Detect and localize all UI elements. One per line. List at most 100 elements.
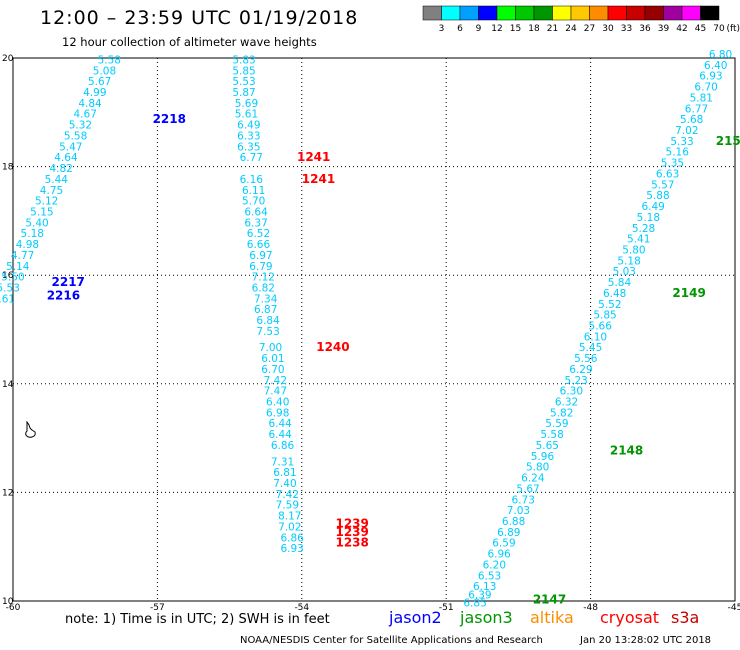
satellite-legend-jason3: jason3 xyxy=(460,608,513,627)
swh-value-label: 5.61 xyxy=(235,109,258,121)
swh-value-label: 5.82 xyxy=(550,407,573,419)
swh-value-label: 5.12 xyxy=(35,196,58,208)
swh-value-label: 6.77 xyxy=(685,103,708,115)
swh-value-label: 7.47 xyxy=(264,386,287,398)
swh-value-label: 6.70 xyxy=(694,82,717,94)
swh-value-label: 7.03 xyxy=(507,505,530,517)
swh-value-label: 7.59 xyxy=(276,500,299,512)
swh-value-label: 7.42 xyxy=(276,489,299,501)
swh-value-label: 5.44 xyxy=(45,174,69,186)
pass-time-label: 2217 xyxy=(52,275,85,289)
swh-value-label: 5.08 xyxy=(93,65,116,77)
swh-value-label: 5.58 xyxy=(98,54,121,66)
swh-value-label: 6.44 xyxy=(268,429,292,441)
swh-value-label: 5.03 xyxy=(613,266,636,278)
swh-value-label: 5.65 xyxy=(536,440,559,452)
swh-value-label: 6.44 xyxy=(268,418,292,430)
x-tick-label: -60 xyxy=(6,603,21,610)
swh-value-label: 6.10 xyxy=(584,331,607,343)
swh-value-label: 6.20 xyxy=(483,559,506,571)
swh-value-label: 6.33 xyxy=(237,130,260,142)
swh-value-label: 5.68 xyxy=(680,114,703,126)
pass-time-label: 2148 xyxy=(610,443,643,457)
scale-tick-label: 70 xyxy=(713,24,725,34)
swh-value-label: 7.02 xyxy=(278,521,301,533)
swh-value-label: 8.17 xyxy=(278,511,301,523)
x-tick-label: -57 xyxy=(150,603,165,610)
x-tick-label: -45 xyxy=(728,603,740,610)
swh-value-label: 5.80 xyxy=(622,244,645,256)
swh-value-label: 5.50 xyxy=(1,272,24,284)
swh-value-label: 5.58 xyxy=(540,429,563,441)
swh-value-label: 7.42 xyxy=(264,375,287,387)
swh-value-label: 5.45 xyxy=(579,342,602,354)
swh-value-label: 7.02 xyxy=(675,125,698,137)
swh-value-label: 6.13 xyxy=(473,581,496,593)
swh-value-label: 6.29 xyxy=(569,364,592,376)
mouse-cursor-icon xyxy=(25,421,36,438)
swh-value-label: 6.52 xyxy=(247,228,270,240)
scale-tick-label: 3 xyxy=(439,24,445,34)
swh-value-label: 6.85 xyxy=(463,597,486,609)
scale-tick-label: 18 xyxy=(528,24,540,34)
swh-value-label: 6.84 xyxy=(256,315,280,327)
y-tick-label: 14 xyxy=(2,380,14,390)
swh-value-label: 5.69 xyxy=(235,98,258,110)
pass-time-label: 1240 xyxy=(316,340,349,354)
swh-value-label: 4.82 xyxy=(49,163,72,175)
swh-value-label: 6.64 xyxy=(244,206,268,218)
pass-time-label: 1241 xyxy=(297,150,330,164)
satellite-legend-jason2: jason2 xyxy=(389,608,442,627)
scale-tick-label: 27 xyxy=(584,24,595,34)
swh-value-label: 7.34 xyxy=(254,293,278,305)
swh-value-label: 6.35 xyxy=(237,141,260,153)
swh-value-label: 4.67 xyxy=(74,109,97,121)
plot-frame xyxy=(12,57,736,602)
color-scale-legend: 3 6 9 12 15 18 21 24 27 30 33 36 39 42 45 70 (ft) xyxy=(422,5,740,34)
swh-value-label: 5.81 xyxy=(690,92,713,104)
swh-value-label: 6.63 xyxy=(656,168,679,180)
swh-value-label: 5.84 xyxy=(608,277,632,289)
swh-value-label: 6.66 xyxy=(247,239,271,251)
swh-value-label: 7.00 xyxy=(259,342,282,354)
swh-value-label: 5.14 xyxy=(6,261,30,273)
swh-value-label: 5.70 xyxy=(242,196,265,208)
swh-value-label: 5.87 xyxy=(232,87,255,99)
swh-value-label: 5.56 xyxy=(574,353,598,365)
x-tick-label: -51 xyxy=(439,603,454,610)
scale-tick-label: 36 xyxy=(639,24,651,34)
swh-value-label: 5.41 xyxy=(627,234,650,246)
pass-time-label: 2149 xyxy=(672,286,705,300)
swh-value-label: 6.96 xyxy=(487,549,511,561)
swh-value-label: 5.59 xyxy=(545,418,568,430)
swh-value-label: 6.16 xyxy=(240,174,264,186)
swh-value-label: 6.37 xyxy=(244,217,267,229)
swh-value-label: 5.52 xyxy=(598,299,621,311)
swh-value-label: 7.12 xyxy=(252,272,275,284)
swh-value-label: 6.80 xyxy=(709,49,732,61)
swh-value-label: 6.48 xyxy=(603,288,626,300)
swh-value-label: 5.83 xyxy=(232,54,255,66)
footer-credit: NOAA/NESDIS Center for Satellite Applica… xyxy=(240,635,543,646)
scale-swatch xyxy=(700,5,720,21)
swh-value-label: 5.85 xyxy=(593,310,616,322)
swh-value-label: 6.49 xyxy=(237,120,260,132)
y-tick-label: 10 xyxy=(2,597,14,607)
swh-value-label: 6.40 xyxy=(266,397,289,409)
swh-value-label: 5.67 xyxy=(516,483,539,495)
swh-value-label: 4.84 xyxy=(78,98,102,110)
chart-subtitle: 12 hour collection of altimeter wave hei… xyxy=(62,35,317,49)
swh-value-label: 6.79 xyxy=(249,261,272,273)
swh-value-label: 5.58 xyxy=(64,130,87,142)
footer-note: note: 1) Time is in UTC; 2) SWH is in fe… xyxy=(65,612,330,627)
swh-value-label: 6.40 xyxy=(704,60,727,72)
satellite-legend-s3a: s3a xyxy=(671,608,700,627)
satellite-legend-cryosat: cryosat xyxy=(600,608,660,627)
scale-tick-label: 9 xyxy=(476,24,482,34)
swh-value-label: 5.18 xyxy=(21,228,44,240)
scale-tick-label: 45 xyxy=(695,24,706,34)
pass-time-label: 1239 xyxy=(335,525,368,539)
swh-value-label: 4.98 xyxy=(16,239,39,251)
swh-value-label: 5.16 xyxy=(666,147,690,159)
swh-value-label: 4.77 xyxy=(11,250,34,262)
